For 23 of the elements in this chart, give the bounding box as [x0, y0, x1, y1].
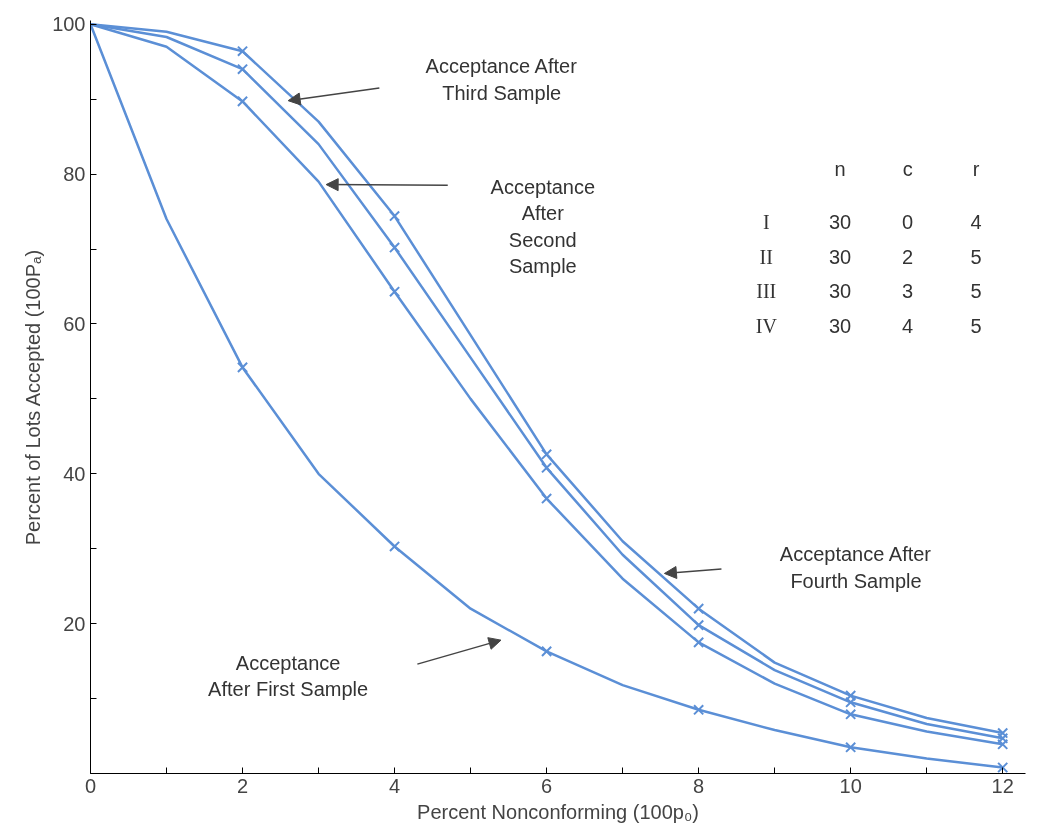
x-tick-label: 0 [84, 774, 97, 797]
annotation: Acceptance After First Sample [208, 651, 369, 701]
x-tick-label: 4 [389, 774, 401, 797]
text: II 30 2 5 [759, 245, 982, 268]
annotation: Acceptance After Third Sample [425, 55, 578, 104]
x-tick-label: 12 [991, 774, 1014, 797]
annotation: Acceptance After Second Sample [490, 175, 596, 278]
y-axis-title: Percent of Lots Accepted (100Pₐ) [22, 249, 45, 546]
x-axis-title: Percent Nonconforming (100p₀) [417, 800, 699, 823]
text: n c r [834, 157, 980, 180]
x-tick-label: 2 [236, 774, 249, 797]
y-tick-label: 100 [52, 13, 86, 36]
text: III 30 3 5 [756, 279, 982, 302]
text: I 30 0 4 [762, 211, 982, 234]
x-tick-label: 6 [541, 774, 553, 797]
annotation: Acceptance After Fourth Sample [779, 543, 932, 592]
y-tick-label: 80 [63, 163, 86, 186]
x-tick-label: 8 [693, 774, 705, 797]
text: IV 30 4 5 [755, 315, 982, 338]
y-tick-label: 20 [63, 612, 86, 635]
y-tick-label: 40 [63, 462, 86, 485]
y-tick-label: 60 [63, 312, 86, 335]
x-tick-label: 10 [839, 774, 862, 797]
